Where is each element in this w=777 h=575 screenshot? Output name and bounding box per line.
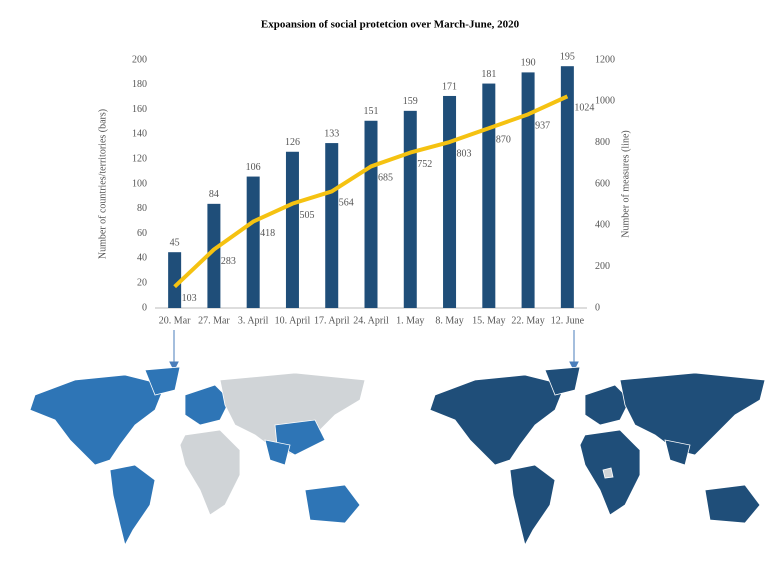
y2-axis-title: Number of measures (line)	[620, 130, 631, 237]
bar-value-label: 159	[403, 96, 418, 107]
x-tick-label: 22. May	[511, 315, 544, 326]
y-tick-label: 120	[132, 153, 147, 164]
line	[173, 94, 569, 289]
line-value-label: 283	[221, 256, 236, 267]
y2-tick-label: 1200	[595, 54, 615, 65]
bar	[560, 66, 574, 308]
x-tick-label: 15. May	[472, 315, 505, 326]
y-tick-label: 140	[132, 129, 147, 140]
y2-tick-label: 600	[595, 178, 610, 189]
line-value-label: 103	[182, 293, 197, 304]
bar	[207, 203, 221, 308]
y2-tick-label: 800	[595, 137, 610, 148]
y-tick-label: 100	[132, 178, 147, 189]
y2-tick-label: 200	[595, 261, 610, 272]
line-value-label: 418	[260, 228, 275, 239]
x-tick-label: 27. Mar	[198, 315, 230, 326]
line-value-label: 505	[299, 210, 314, 221]
bar-value-label: 190	[521, 58, 536, 69]
bar-value-label: 126	[285, 137, 300, 148]
bar-value-label: 171	[442, 81, 457, 92]
y2-tick-label: 1000	[595, 96, 615, 107]
line-value-label: 870	[496, 134, 511, 145]
bar-value-label: 133	[324, 128, 339, 139]
line-value-label: 1024	[574, 103, 594, 114]
y-tick-label: 200	[132, 54, 147, 65]
x-tick-label: 24. April	[353, 315, 389, 326]
bar-value-label: 181	[481, 69, 496, 80]
bar	[521, 72, 535, 309]
bar	[246, 176, 260, 308]
y-tick-label: 40	[137, 253, 147, 264]
bar	[364, 120, 378, 308]
line-value-label: 564	[339, 198, 354, 209]
bar-value-label: 195	[560, 51, 575, 62]
bar	[443, 95, 457, 309]
y-tick-label: 20	[137, 277, 147, 288]
bar	[285, 151, 299, 308]
line-value-label: 752	[417, 159, 432, 170]
line-value-label: 803	[457, 148, 472, 159]
x-tick-label: 17. April	[314, 315, 350, 326]
x-tick-label: 3. April	[238, 315, 269, 326]
map-march	[29, 366, 366, 547]
line-value-label: 937	[535, 121, 550, 132]
y-tick-label: 180	[132, 79, 147, 90]
map-june	[429, 366, 766, 547]
line-value-label: 685	[378, 173, 393, 184]
bar-value-label: 84	[209, 189, 219, 200]
y-axis-title: Number of countries/territories (bars)	[97, 109, 108, 259]
y2-tick-label: 0	[595, 302, 600, 313]
x-tick-label: 10. April	[275, 315, 311, 326]
y-tick-label: 80	[137, 203, 147, 214]
arrows	[169, 330, 579, 372]
bar	[325, 143, 339, 308]
x-tick-label: 1. May	[396, 315, 424, 326]
bar-value-label: 106	[246, 162, 261, 173]
bar	[168, 252, 182, 308]
bar	[403, 110, 417, 308]
x-tick-label: 12. June	[551, 315, 585, 326]
chart-title: Expoansion of social protetcion over Mar…	[261, 19, 520, 31]
y-tick-label: 60	[137, 228, 147, 239]
x-tick-label: 20. Mar	[159, 315, 191, 326]
x-tick-label: 8. May	[435, 315, 463, 326]
bar-value-label: 45	[170, 237, 180, 248]
bar	[482, 83, 496, 308]
y-tick-label: 0	[142, 302, 147, 313]
y2-tick-label: 400	[595, 220, 610, 231]
bar-value-label: 151	[364, 106, 379, 117]
y-tick-label: 160	[132, 104, 147, 115]
